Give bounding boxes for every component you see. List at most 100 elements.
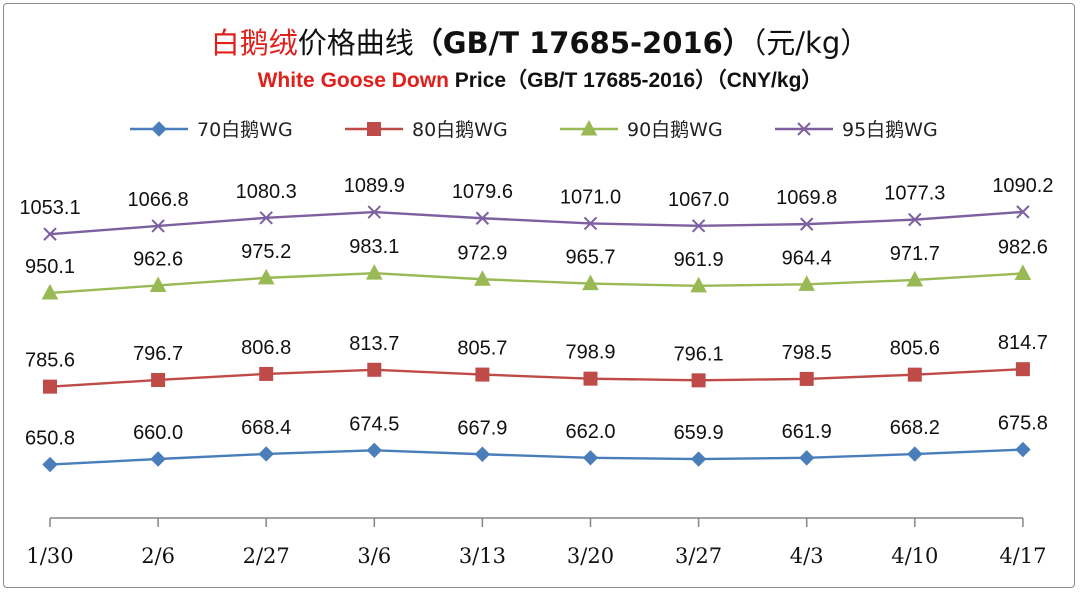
data-point-triangle [257, 268, 275, 285]
data-point-triangle [580, 119, 598, 136]
data-point-x [583, 216, 598, 231]
x-axis: 1/30 2/6 2/27 3/6 3/13 3/20 3/27 4/3 4/10 4/17 [26, 517, 1046, 568]
data-label: 1077.3 [884, 183, 945, 205]
data-label: 798.9 [565, 342, 615, 364]
data-point-diamond [1015, 441, 1031, 458]
series-line [49, 271, 1023, 295]
chart-frame [3, 3, 1075, 588]
legend-item-2: 80白鹅WG [345, 119, 508, 141]
data-point-diamond [42, 456, 58, 473]
data-label: 961.9 [674, 249, 724, 271]
marker-x-stroke [475, 211, 490, 225]
marker-x-stroke [583, 216, 598, 231]
data-label: 660.0 [133, 422, 183, 444]
data-label: 983.1 [349, 236, 399, 258]
data-label: 661.9 [782, 421, 832, 443]
data-label: 1071.0 [560, 186, 621, 208]
data-label: 962.6 [133, 248, 183, 270]
data-point-triangle [149, 276, 167, 292]
data-point-square [259, 366, 274, 381]
legend-label: 70白鹅WG [197, 119, 293, 141]
data-label: 971.7 [890, 243, 940, 265]
chart-title-en: White Goose Down Price（GB/T 17685-2016）（… [0, 64, 1080, 94]
series-group: 650.8 660.0 668.4 674.5 667.9 662.0 659.9 661.9… [19, 175, 1053, 473]
data-label: 785.6 [25, 350, 75, 372]
legend: 70白鹅WG 80白鹅WG 90白鹅WG 95白鹅WG [130, 119, 938, 141]
marker-x-stroke [908, 212, 922, 227]
data-label: 668.4 [241, 417, 291, 439]
data-point-square [583, 371, 598, 386]
legend-label: 80白鹅WG [412, 119, 508, 141]
x-tick-label: 3/13 [459, 544, 506, 568]
x-tick-label: 2/27 [243, 544, 290, 568]
x-tick-label: 1/30 [26, 544, 73, 568]
data-point-x [1016, 205, 1030, 219]
data-point-diamond [150, 451, 166, 467]
x-tick-label: 4/3 [790, 544, 824, 568]
marker-x-stroke [259, 211, 273, 225]
data-label: 796.7 [133, 343, 183, 365]
series-4: 1053.1 1066.8 1080.3 1089.9 1079.6 1071.0 1067… [19, 175, 1053, 241]
title-cn-unit: （元/kg） [751, 26, 870, 60]
data-label: 1089.9 [344, 175, 405, 197]
title-cn-rest: 价格曲线 [297, 26, 414, 60]
data-label: 1066.8 [128, 189, 189, 211]
data-point-diamond [366, 442, 383, 459]
data-point-x [367, 205, 382, 219]
marker-x-stroke [151, 219, 165, 233]
chart-title-cn: 白鹅绒价格曲线（GB/T 17685-2016）（元/kg） [0, 20, 1080, 62]
data-point-square [907, 367, 922, 382]
data-label: 659.9 [674, 422, 724, 444]
data-label: 1053.1 [19, 197, 80, 219]
data-label: 662.0 [565, 421, 615, 443]
data-point-square [799, 371, 814, 386]
data-label: 667.9 [457, 417, 507, 439]
data-label: 675.8 [998, 413, 1048, 435]
data-point-diamond [690, 451, 707, 467]
x-tick-label: 4/10 [891, 544, 938, 568]
data-point-triangle [690, 276, 707, 293]
x-tick-label: 3/6 [357, 544, 391, 568]
marker-x-stroke [43, 227, 57, 241]
data-label: 814.7 [998, 332, 1048, 354]
data-point-x [908, 212, 922, 227]
data-point-square [367, 362, 382, 377]
data-point-square [475, 367, 490, 382]
x-tick-label: 2/6 [141, 544, 175, 568]
x-tick-label: 3/20 [567, 544, 614, 568]
data-point-triangle [41, 283, 59, 300]
data-point-diamond [582, 450, 599, 466]
data-label: 1069.8 [776, 187, 837, 209]
series-line [49, 367, 1023, 388]
data-point-triangle [798, 275, 816, 291]
data-label: 965.7 [565, 247, 615, 269]
series-3: 950.1 962.6 975.2 983.1 972.9 965.7 961.9 964.4… [25, 236, 1048, 300]
marker-x-stroke [1016, 205, 1030, 219]
data-label: 1067.0 [668, 189, 729, 211]
marker-x-stroke [367, 205, 382, 219]
marker-x-stroke [691, 219, 706, 233]
data-point-square [43, 379, 57, 394]
data-point-x [43, 227, 57, 241]
data-point-diamond [258, 446, 274, 462]
data-label: 964.4 [782, 247, 832, 269]
title-cn-red: 白鹅绒 [210, 26, 298, 60]
data-point-square [151, 372, 166, 387]
data-label: 650.8 [25, 428, 75, 450]
series-1: 650.8 660.0 668.4 674.5 667.9 662.0 659.9 661.9… [25, 413, 1048, 473]
legend-label: 95白鹅WG [842, 119, 938, 141]
data-point-square [691, 373, 706, 388]
data-label: 806.8 [241, 337, 291, 359]
legend-item-3: 90白鹅WG [560, 119, 723, 141]
data-point-square [367, 122, 381, 136]
data-label: 796.1 [674, 343, 724, 365]
data-point-x [799, 217, 814, 231]
series-line [49, 448, 1023, 466]
data-point-x [691, 219, 706, 233]
data-point-square [1015, 362, 1030, 377]
x-tick-label: 3/27 [675, 544, 722, 568]
series-line [49, 210, 1023, 236]
title-cn-std: （GB/T 17685-2016） [413, 26, 752, 60]
title-en-red: White Goose Down [257, 69, 449, 92]
